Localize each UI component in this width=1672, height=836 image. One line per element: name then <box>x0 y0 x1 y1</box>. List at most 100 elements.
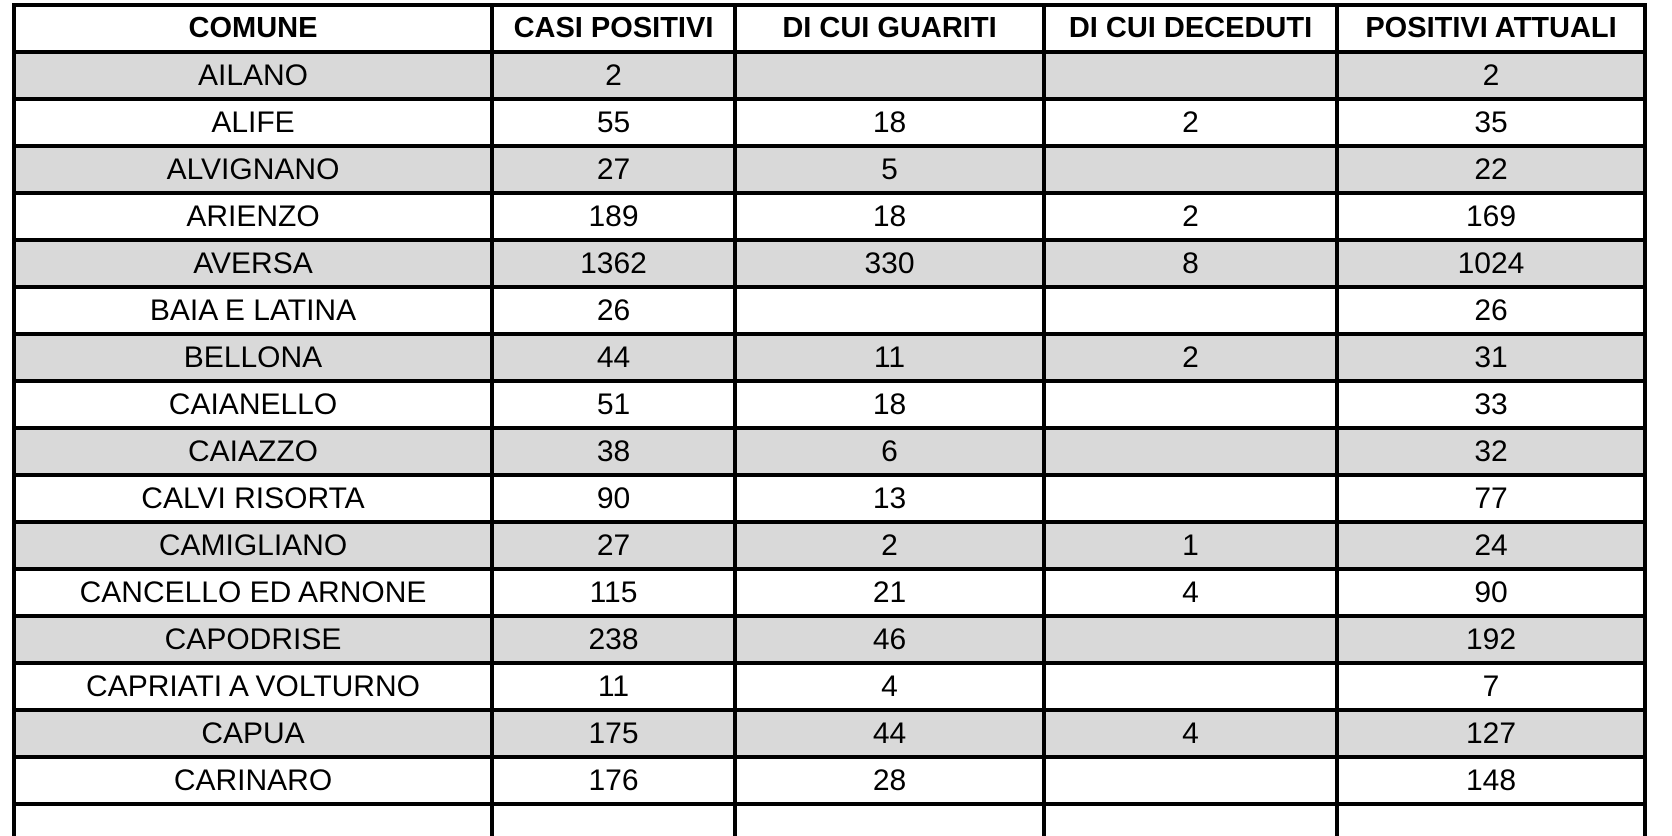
column-header-comune: COMUNE <box>12 3 494 54</box>
cell-comune: AILANO <box>12 50 494 101</box>
table-row: AILANO 2 2 <box>12 50 1647 101</box>
cell-value <box>1042 661 1339 712</box>
cell-value: 33 <box>1335 379 1647 430</box>
table-row: CALVI RISORTA 90 13 77 <box>12 473 1647 524</box>
cell-value: 44 <box>733 708 1046 759</box>
cell-value: 35 <box>1335 97 1647 148</box>
table-row: CAIAZZO 38 6 32 <box>12 426 1647 477</box>
cell-value: 38 <box>490 426 737 477</box>
header-row: COMUNE CASI POSITIVI DI CUI GUARITI DI CUI … <box>12 3 1647 54</box>
cell-value: 115 <box>490 567 737 618</box>
cell-value: 18 <box>733 97 1046 148</box>
cell-value: 55 <box>490 97 737 148</box>
column-header-di-cui-deceduti: DI CUI DECEDUTI <box>1042 3 1339 54</box>
cell-value: 330 <box>733 238 1046 289</box>
cell-value: 2 <box>490 50 737 101</box>
cell-value: 2 <box>1042 332 1339 383</box>
cell-value: 8 <box>1042 238 1339 289</box>
cell-value: 24 <box>1335 520 1647 571</box>
cell-value <box>1042 614 1339 665</box>
cell-comune: CAIAZZO <box>12 426 494 477</box>
cell-comune: CAPRIATI A VOLTURNO <box>12 661 494 712</box>
cell-comune: CARINARO <box>12 755 494 806</box>
cell-value <box>733 50 1046 101</box>
cell-value: 1024 <box>1335 238 1647 289</box>
table-row: CAPODRISE 238 46 192 <box>12 614 1647 665</box>
cell-value: 51 <box>490 379 737 430</box>
column-header-casi-positivi: CASI POSITIVI <box>490 3 737 54</box>
cell-value: 28 <box>733 755 1046 806</box>
cell-value: 2 <box>1335 50 1647 101</box>
cell-value: 5 <box>733 144 1046 195</box>
cell-empty <box>733 802 1046 836</box>
cell-value: 127 <box>1335 708 1647 759</box>
table-row: ALVIGNANO 27 5 22 <box>12 144 1647 195</box>
cell-value: 1362 <box>490 238 737 289</box>
cell-value: 21 <box>733 567 1046 618</box>
table-body: AILANO 2 2 ALIFE 55 18 2 35 ALVIGNANO 27 5 22 ARIENZ… <box>12 50 1647 836</box>
cell-value: 26 <box>1335 285 1647 336</box>
cell-empty <box>490 802 737 836</box>
table-row: AVERSA 1362 330 8 1024 <box>12 238 1647 289</box>
covid-comuni-table: COMUNE CASI POSITIVI DI CUI GUARITI DI CUI … <box>12 3 1647 836</box>
cell-value <box>1042 285 1339 336</box>
cell-value: 2 <box>1042 97 1339 148</box>
cell-comune: BELLONA <box>12 332 494 383</box>
cell-value: 11 <box>733 332 1046 383</box>
cell-value: 22 <box>1335 144 1647 195</box>
cell-value: 44 <box>490 332 737 383</box>
cell-value: 192 <box>1335 614 1647 665</box>
cell-comune: AVERSA <box>12 238 494 289</box>
table-row: CANCELLO ED ARNONE 115 21 4 90 <box>12 567 1647 618</box>
cell-value: 169 <box>1335 191 1647 242</box>
cell-value: 18 <box>733 379 1046 430</box>
cell-value <box>1042 426 1339 477</box>
table-row: CAIANELLO 51 18 33 <box>12 379 1647 430</box>
cell-value: 2 <box>733 520 1046 571</box>
cell-value <box>1042 50 1339 101</box>
cell-empty <box>12 802 494 836</box>
column-header-positivi-attuali: POSITIVI ATTUALI <box>1335 3 1647 54</box>
cell-value: 189 <box>490 191 737 242</box>
cell-empty <box>1042 802 1339 836</box>
cell-value: 148 <box>1335 755 1647 806</box>
cell-value: 90 <box>1335 567 1647 618</box>
cell-value: 77 <box>1335 473 1647 524</box>
cell-value: 176 <box>490 755 737 806</box>
column-header-di-cui-guariti: DI CUI GUARITI <box>733 3 1046 54</box>
cell-value <box>1042 379 1339 430</box>
cell-comune: ARIENZO <box>12 191 494 242</box>
table-row: CARINARO 176 28 148 <box>12 755 1647 806</box>
table-row: ALIFE 55 18 2 35 <box>12 97 1647 148</box>
cell-value: 27 <box>490 520 737 571</box>
cell-comune: CAPODRISE <box>12 614 494 665</box>
cell-comune: CANCELLO ED ARNONE <box>12 567 494 618</box>
cell-value: 13 <box>733 473 1046 524</box>
table-row: CAPRIATI A VOLTURNO 11 4 7 <box>12 661 1647 712</box>
cell-value: 2 <box>1042 191 1339 242</box>
table-row: BAIA E LATINA 26 26 <box>12 285 1647 336</box>
cell-value: 32 <box>1335 426 1647 477</box>
cell-comune: CALVI RISORTA <box>12 473 494 524</box>
cell-value: 26 <box>490 285 737 336</box>
cell-comune: ALVIGNANO <box>12 144 494 195</box>
cell-comune: BAIA E LATINA <box>12 285 494 336</box>
cell-comune: CAPUA <box>12 708 494 759</box>
cell-value: 4 <box>733 661 1046 712</box>
table-row: CAPUA 175 44 4 127 <box>12 708 1647 759</box>
table-row-partial <box>12 802 1647 836</box>
cell-value <box>733 285 1046 336</box>
cell-comune: CAMIGLIANO <box>12 520 494 571</box>
cell-value: 90 <box>490 473 737 524</box>
cell-empty <box>1335 802 1647 836</box>
cell-value: 4 <box>1042 567 1339 618</box>
cell-value <box>1042 144 1339 195</box>
table-row: CAMIGLIANO 27 2 1 24 <box>12 520 1647 571</box>
cell-comune: ALIFE <box>12 97 494 148</box>
cell-comune: CAIANELLO <box>12 379 494 430</box>
table-row: BELLONA 44 11 2 31 <box>12 332 1647 383</box>
cell-value: 31 <box>1335 332 1647 383</box>
cell-value: 6 <box>733 426 1046 477</box>
cell-value: 27 <box>490 144 737 195</box>
